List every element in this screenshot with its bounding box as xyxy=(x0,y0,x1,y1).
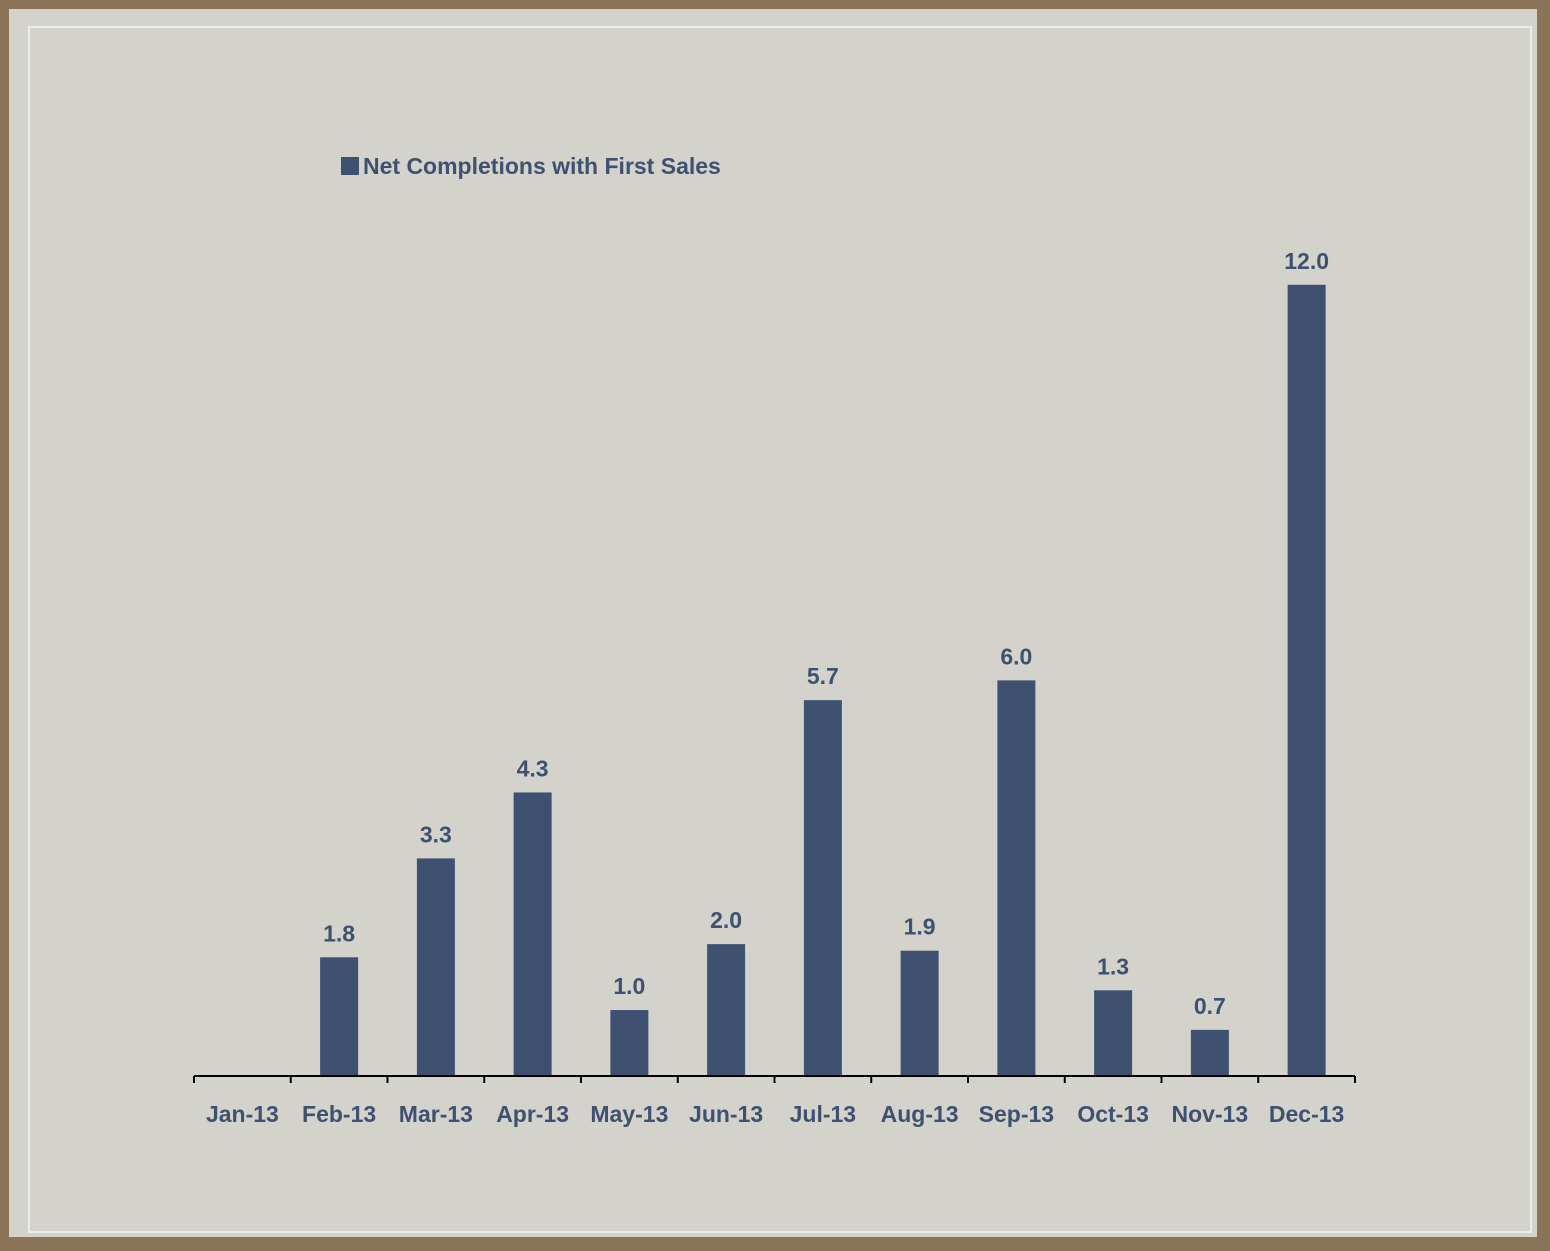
x-tick-label-apr-13: Apr-13 xyxy=(496,1101,569,1127)
bar-aug-13 xyxy=(900,950,939,1076)
bar-mar-13 xyxy=(416,858,455,1076)
legend: Net Completions with First Sales xyxy=(341,153,721,179)
legend-swatch xyxy=(341,157,359,175)
bar-oct-13 xyxy=(1094,990,1133,1076)
x-tick-label-aug-13: Aug-13 xyxy=(881,1101,959,1127)
bar-may-13 xyxy=(610,1010,649,1076)
chart-frame xyxy=(9,9,1537,1237)
value-labels: 1.8 3.3 4.3 1.0 2.0 5.7 1.9 6.0 1.3 0.7 12.0 xyxy=(323,248,1329,1019)
bar-jul-13 xyxy=(803,700,842,1076)
value-label-oct-13: 1.3 xyxy=(1097,953,1129,979)
x-tick-label-sep-13: Sep-13 xyxy=(979,1101,1054,1127)
x-tick-label-may-13: May-13 xyxy=(590,1101,668,1127)
x-axis xyxy=(193,1075,1356,1083)
value-label-sep-13: 6.0 xyxy=(1000,643,1032,669)
x-tick-label-mar-13: Mar-13 xyxy=(399,1101,473,1127)
x-tick-labels: Jan-13 Feb-13 Mar-13 Apr-13 May-13 Jun-13 Jul-… xyxy=(206,1101,1344,1127)
x-tick-label-nov-13: Nov-13 xyxy=(1172,1101,1249,1127)
x-tick-label-jan-13: Jan-13 xyxy=(206,1101,279,1127)
x-tick-label-dec-13: Dec-13 xyxy=(1269,1101,1344,1127)
value-label-may-13: 1.0 xyxy=(613,973,645,999)
value-label-aug-13: 1.9 xyxy=(904,914,936,940)
value-label-jul-13: 5.7 xyxy=(807,663,839,689)
value-label-mar-13: 3.3 xyxy=(420,821,452,847)
x-tick-label-feb-13: Feb-13 xyxy=(302,1101,376,1127)
chart-inner-border xyxy=(28,26,1532,1233)
bars xyxy=(320,284,1326,1076)
value-label-nov-13: 0.7 xyxy=(1194,993,1226,1019)
bar-nov-13 xyxy=(1190,1029,1229,1076)
x-tick-label-jul-13: Jul-13 xyxy=(790,1101,856,1127)
bar-feb-13 xyxy=(320,957,359,1076)
x-tick-label-jun-13: Jun-13 xyxy=(689,1101,763,1127)
value-label-dec-13: 12.0 xyxy=(1284,248,1329,274)
bar-jun-13 xyxy=(707,944,746,1076)
value-label-jun-13: 2.0 xyxy=(710,907,742,933)
value-label-apr-13: 4.3 xyxy=(517,755,549,781)
bar-sep-13 xyxy=(997,680,1036,1076)
bar-dec-13 xyxy=(1287,284,1326,1076)
value-label-feb-13: 1.8 xyxy=(323,920,355,946)
bar-apr-13 xyxy=(513,792,552,1076)
x-tick-label-oct-13: Oct-13 xyxy=(1077,1101,1149,1127)
legend-label: Net Completions with First Sales xyxy=(363,153,721,179)
